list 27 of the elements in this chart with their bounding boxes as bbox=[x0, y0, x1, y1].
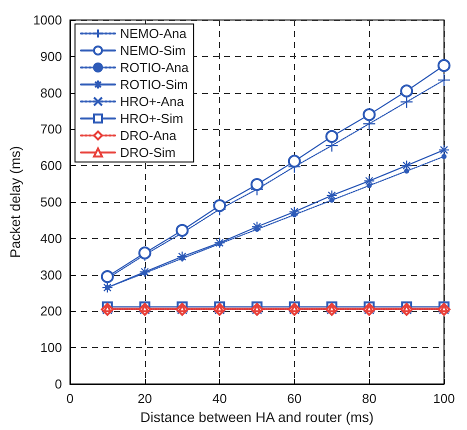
y-tick-label: 600 bbox=[40, 158, 62, 174]
x-tick-label: 20 bbox=[138, 391, 152, 406]
y-tick-label: 200 bbox=[40, 304, 62, 319]
y-tick-label: 700 bbox=[40, 122, 62, 137]
y-tick-label: 100 bbox=[40, 340, 62, 356]
y-tick-label: 500 bbox=[40, 194, 62, 210]
legend-label: NEMO-Ana bbox=[120, 26, 188, 41]
x-tick-label: 80 bbox=[362, 391, 376, 406]
legend-label: ROTIO-Ana bbox=[120, 60, 190, 75]
y-tick-label: 400 bbox=[40, 230, 62, 246]
x-tick-label: 0 bbox=[66, 391, 74, 406]
x-axis-title: Distance between HA and router (ms) bbox=[140, 408, 374, 425]
legend-label: NEMO-Sim bbox=[120, 43, 186, 58]
x-tick-label: 100 bbox=[433, 391, 455, 406]
y-tick-label: 800 bbox=[40, 85, 62, 100]
y-tick-label: 900 bbox=[40, 48, 62, 64]
y-tick-label: 0 bbox=[54, 376, 62, 392]
x-tick-label: 60 bbox=[287, 391, 302, 406]
x-tick-label: 40 bbox=[212, 391, 227, 406]
legend-label: DRO-Ana bbox=[120, 128, 178, 143]
legend-label: HRO+-Sim bbox=[120, 111, 184, 126]
y-axis-title: Packet delay (ms) bbox=[7, 146, 24, 258]
legend-label: ROTIO-Sim bbox=[120, 77, 188, 92]
y-tick-label: 1000 bbox=[33, 12, 62, 28]
y-tick-label: 300 bbox=[40, 267, 62, 282]
legend-label: HRO+-Ana bbox=[120, 94, 185, 109]
legend-label: DRO-Sim bbox=[120, 145, 176, 160]
